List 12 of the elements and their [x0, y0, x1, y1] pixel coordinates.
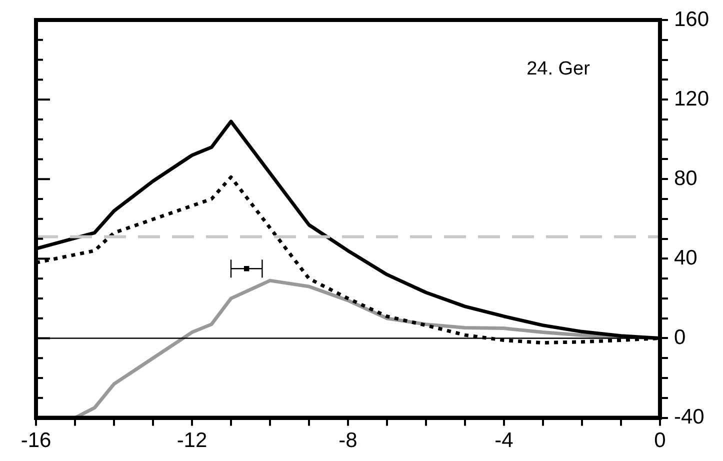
y-tick-label: 0	[674, 326, 686, 350]
x-tick-label: 0	[654, 429, 666, 452]
y-tick-label: -40	[674, 406, 704, 429]
y-tick-label: 80	[674, 166, 698, 190]
x-tick-label: -4	[494, 429, 514, 452]
x-tick-label: -8	[338, 429, 358, 452]
x-tick-label: -16	[20, 429, 52, 452]
x-tick-label: -12	[176, 429, 208, 452]
y-tick-label: 40	[674, 246, 698, 270]
y-tick-label: 160	[674, 8, 710, 31]
annotation: 24. Ger	[526, 58, 591, 80]
y-tick-label: 120	[674, 87, 710, 110]
